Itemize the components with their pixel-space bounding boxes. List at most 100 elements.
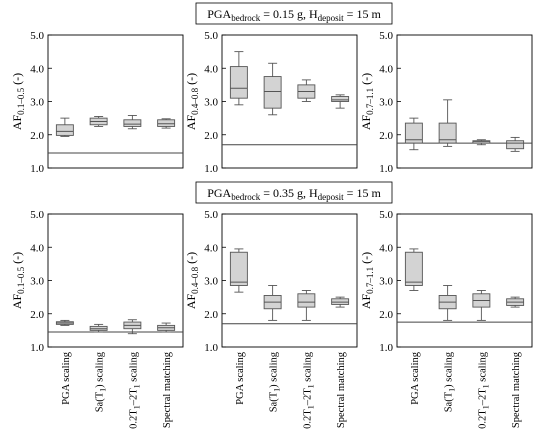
y-tick-label: 2.0 bbox=[379, 309, 393, 321]
x-cat-mid: –2T bbox=[128, 388, 139, 407]
y-tick-label: 1.0 bbox=[204, 163, 218, 175]
box-4 bbox=[331, 94, 350, 109]
y-tick-label: 1.0 bbox=[30, 163, 44, 175]
y-tick-label: 4.0 bbox=[379, 63, 393, 75]
y-tick-label: 3.0 bbox=[30, 276, 44, 288]
y-tick-label: 2.0 bbox=[379, 130, 393, 142]
x-category-label: Spectral matching bbox=[336, 351, 347, 428]
box-3 bbox=[472, 139, 491, 146]
x-cat-post: ) scaling bbox=[444, 351, 455, 388]
box-1 bbox=[55, 117, 74, 137]
box-2 bbox=[438, 99, 457, 147]
box-3 bbox=[123, 319, 142, 335]
y-tick-label: 1.0 bbox=[379, 342, 393, 354]
x-cat-mid: –2T bbox=[477, 388, 488, 407]
x-category-label: 0.2T1–2T1 scaling bbox=[302, 351, 315, 429]
row-title-text: PGAbedrock = 0.35 g, Hdeposit = 15 m bbox=[207, 186, 381, 202]
x-cat-post: ) scaling bbox=[269, 351, 280, 388]
y-tick-label: 4.0 bbox=[204, 242, 218, 254]
row-title-1: PGAbedrock = 0.15 g, Hdeposit = 15 m bbox=[195, 2, 393, 25]
x-cat-sub: 1 bbox=[273, 388, 282, 392]
x-category-label: Spectral matching bbox=[511, 351, 522, 428]
x-cat-main: 0.2T bbox=[302, 409, 313, 429]
x-cat-main: Sa(T bbox=[444, 391, 455, 412]
row-title-post: = 15 m bbox=[344, 7, 382, 21]
row-title-frame bbox=[195, 2, 393, 25]
y-label-af: AF bbox=[359, 115, 373, 131]
y-tick-label: 2.0 bbox=[204, 130, 218, 142]
box-iqr bbox=[229, 251, 248, 286]
box-iqr bbox=[297, 293, 316, 308]
y-label-af: AF bbox=[184, 115, 198, 131]
y-label-unit: (-) bbox=[10, 252, 24, 267]
row-title-2: PGAbedrock = 0.35 g, Hdeposit = 15 m bbox=[195, 181, 393, 204]
box-4 bbox=[506, 136, 525, 152]
x-cat-sub: 1 bbox=[306, 405, 315, 409]
y-label-sub: 0.1–0.5 bbox=[16, 266, 26, 294]
y-tick-label: 3.0 bbox=[379, 97, 393, 109]
x-cat-main: Spectral matching bbox=[162, 351, 173, 428]
row-title-sub-bedrock: bedrock bbox=[231, 192, 260, 202]
y-tick-label: 5.0 bbox=[379, 209, 393, 221]
box-iqr bbox=[404, 122, 423, 144]
box-iqr bbox=[123, 119, 142, 127]
y-axis-label: AF0.1–0.5 (-) bbox=[10, 73, 26, 130]
panel-r1c3: 1.0 2.0 3.0 4.0 5.0 AF0.7–1.1 (-) bbox=[359, 30, 533, 175]
y-tick-label: 5.0 bbox=[379, 30, 393, 42]
panel-r1c2: 1.0 2.0 3.0 4.0 5.0 AF0.4–0.8 (-) bbox=[184, 30, 358, 175]
y-tick-label: 5.0 bbox=[204, 209, 218, 221]
y-tick-label: 5.0 bbox=[30, 209, 44, 221]
panel-r1c1: 1.0 2.0 3.0 4.0 5.0 AF0.1–0.5 (-) bbox=[10, 30, 184, 175]
y-tick-label: 2.0 bbox=[30, 130, 44, 142]
row-title-mid: = 0.15 g, H bbox=[260, 7, 318, 21]
y-label-unit: (-) bbox=[184, 252, 198, 267]
box-2 bbox=[89, 116, 108, 127]
x-cat-main: PGA scaling bbox=[410, 351, 421, 405]
y-tick-label: 4.0 bbox=[204, 63, 218, 75]
x-cat-sub2: 1 bbox=[306, 384, 315, 388]
y-label-sub: 0.4–0.8 bbox=[190, 266, 200, 294]
y-axis-label: AF0.1–0.5 (-) bbox=[10, 252, 26, 309]
x-cat-main: PGA scaling bbox=[235, 351, 246, 405]
y-tick-label: 2.0 bbox=[204, 309, 218, 321]
y-label-unit: (-) bbox=[359, 252, 373, 267]
y-label-sub: 0.1–0.5 bbox=[16, 87, 26, 115]
x-cat-sub: 1 bbox=[99, 388, 108, 392]
panel-r2c2: 1.0 2.0 3.0 4.0 5.0 AF0.4–0.8 (-) PGA scaling S… bbox=[184, 209, 358, 429]
x-category-label: PGA scaling bbox=[235, 351, 246, 405]
y-label-sub: 0.7–1.1 bbox=[365, 267, 375, 294]
x-cat-mid: –2T bbox=[302, 388, 313, 407]
x-category-label: Sa(T1) scaling bbox=[444, 351, 457, 412]
y-label-unit: (-) bbox=[184, 73, 198, 88]
y-label-unit: (-) bbox=[10, 73, 24, 88]
box-2 bbox=[263, 285, 282, 321]
plot-frame bbox=[47, 34, 184, 169]
row-title-sub-deposit: deposit bbox=[318, 192, 344, 202]
y-tick-label: 5.0 bbox=[30, 30, 44, 42]
x-category-label: 0.2T1–2T1 scaling bbox=[128, 351, 141, 429]
y-tick-label: 4.0 bbox=[379, 242, 393, 254]
y-tick-label: 1.0 bbox=[204, 342, 218, 354]
box-3 bbox=[472, 290, 491, 321]
row-title-pga: PGA bbox=[207, 7, 231, 21]
x-cat-post: scaling bbox=[128, 351, 139, 384]
box-4 bbox=[157, 322, 176, 333]
plot-frame bbox=[221, 213, 358, 348]
box-1 bbox=[55, 319, 74, 326]
box-iqr bbox=[55, 124, 74, 136]
y-label-unit: (-) bbox=[359, 73, 373, 88]
x-cat-post: ) scaling bbox=[95, 351, 106, 388]
row-title-sub-bedrock: bedrock bbox=[231, 13, 260, 23]
x-cat-main: Sa(T bbox=[95, 391, 106, 412]
x-cat-post: scaling bbox=[302, 351, 313, 384]
row-title-pga: PGA bbox=[207, 186, 231, 200]
x-category-label: 0.2T1–2T1 scaling bbox=[477, 351, 490, 429]
row-title-mid: = 0.35 g, H bbox=[260, 186, 318, 200]
x-cat-sub: 1 bbox=[481, 405, 490, 409]
x-category-label: Sa(T1) scaling bbox=[269, 351, 282, 412]
x-category-label: PGA scaling bbox=[410, 351, 421, 405]
box-2 bbox=[438, 285, 457, 321]
box-4 bbox=[506, 296, 525, 308]
x-cat-main: Sa(T bbox=[269, 391, 280, 412]
